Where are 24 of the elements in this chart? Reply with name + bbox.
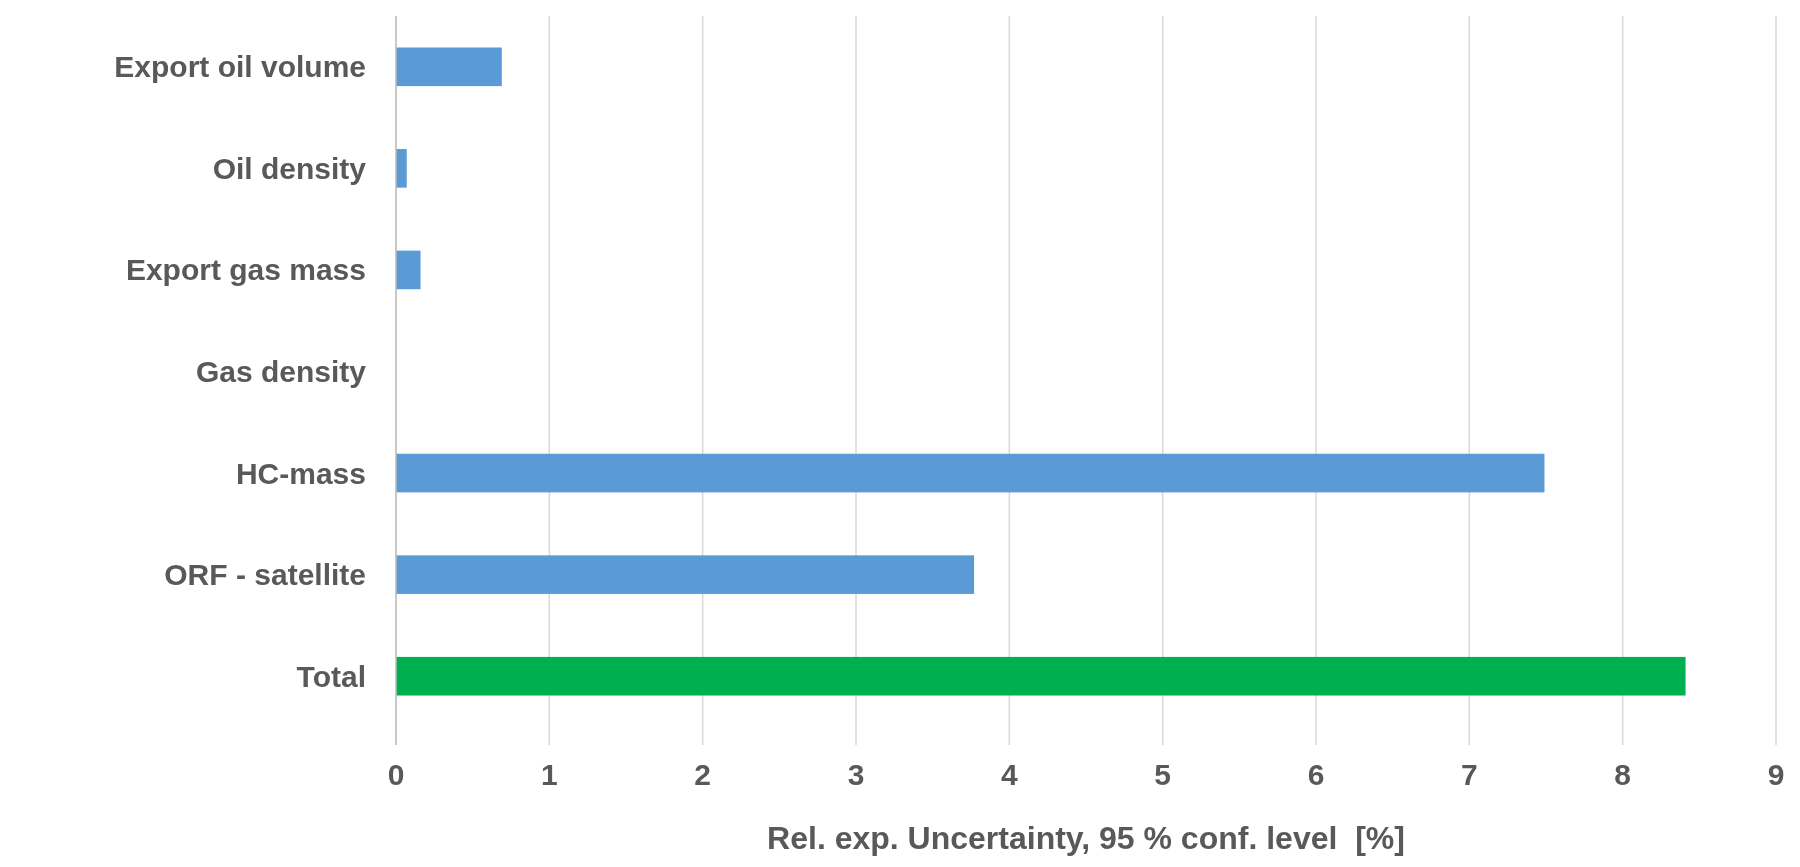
x-tick-label: 3 — [847, 758, 865, 791]
x-tick-label: 1 — [540, 758, 558, 791]
x-tick-label: 9 — [1767, 758, 1785, 791]
x-tick-label: 7 — [1460, 758, 1478, 791]
bar — [396, 47, 502, 87]
x-tick-label: 6 — [1307, 758, 1325, 791]
y-tick-label: HC-mass — [235, 456, 366, 490]
x-tick-label: 5 — [1154, 758, 1172, 791]
x-tick-label: 4 — [1000, 758, 1018, 791]
y-tick-label: Oil density — [212, 151, 367, 185]
bar — [396, 149, 407, 188]
x-tick-label: 0 — [387, 758, 405, 791]
x-tick-label: 8 — [1614, 758, 1632, 791]
y-tick-label: Export oil volume — [114, 50, 366, 84]
bar — [396, 656, 1686, 696]
y-tick-label: Gas density — [195, 355, 367, 388]
y-tick-label: Total — [296, 659, 366, 693]
bar — [396, 555, 975, 594]
x-axis-title: Rel. exp. Uncertainty, 95 % conf. level [%] — [767, 820, 1405, 856]
bar — [396, 250, 421, 290]
bar — [396, 453, 1545, 493]
y-tick-label: ORF - satellite — [164, 558, 366, 592]
x-tick-label: 2 — [694, 758, 712, 791]
y-tick-label: Export gas mass — [125, 253, 366, 287]
